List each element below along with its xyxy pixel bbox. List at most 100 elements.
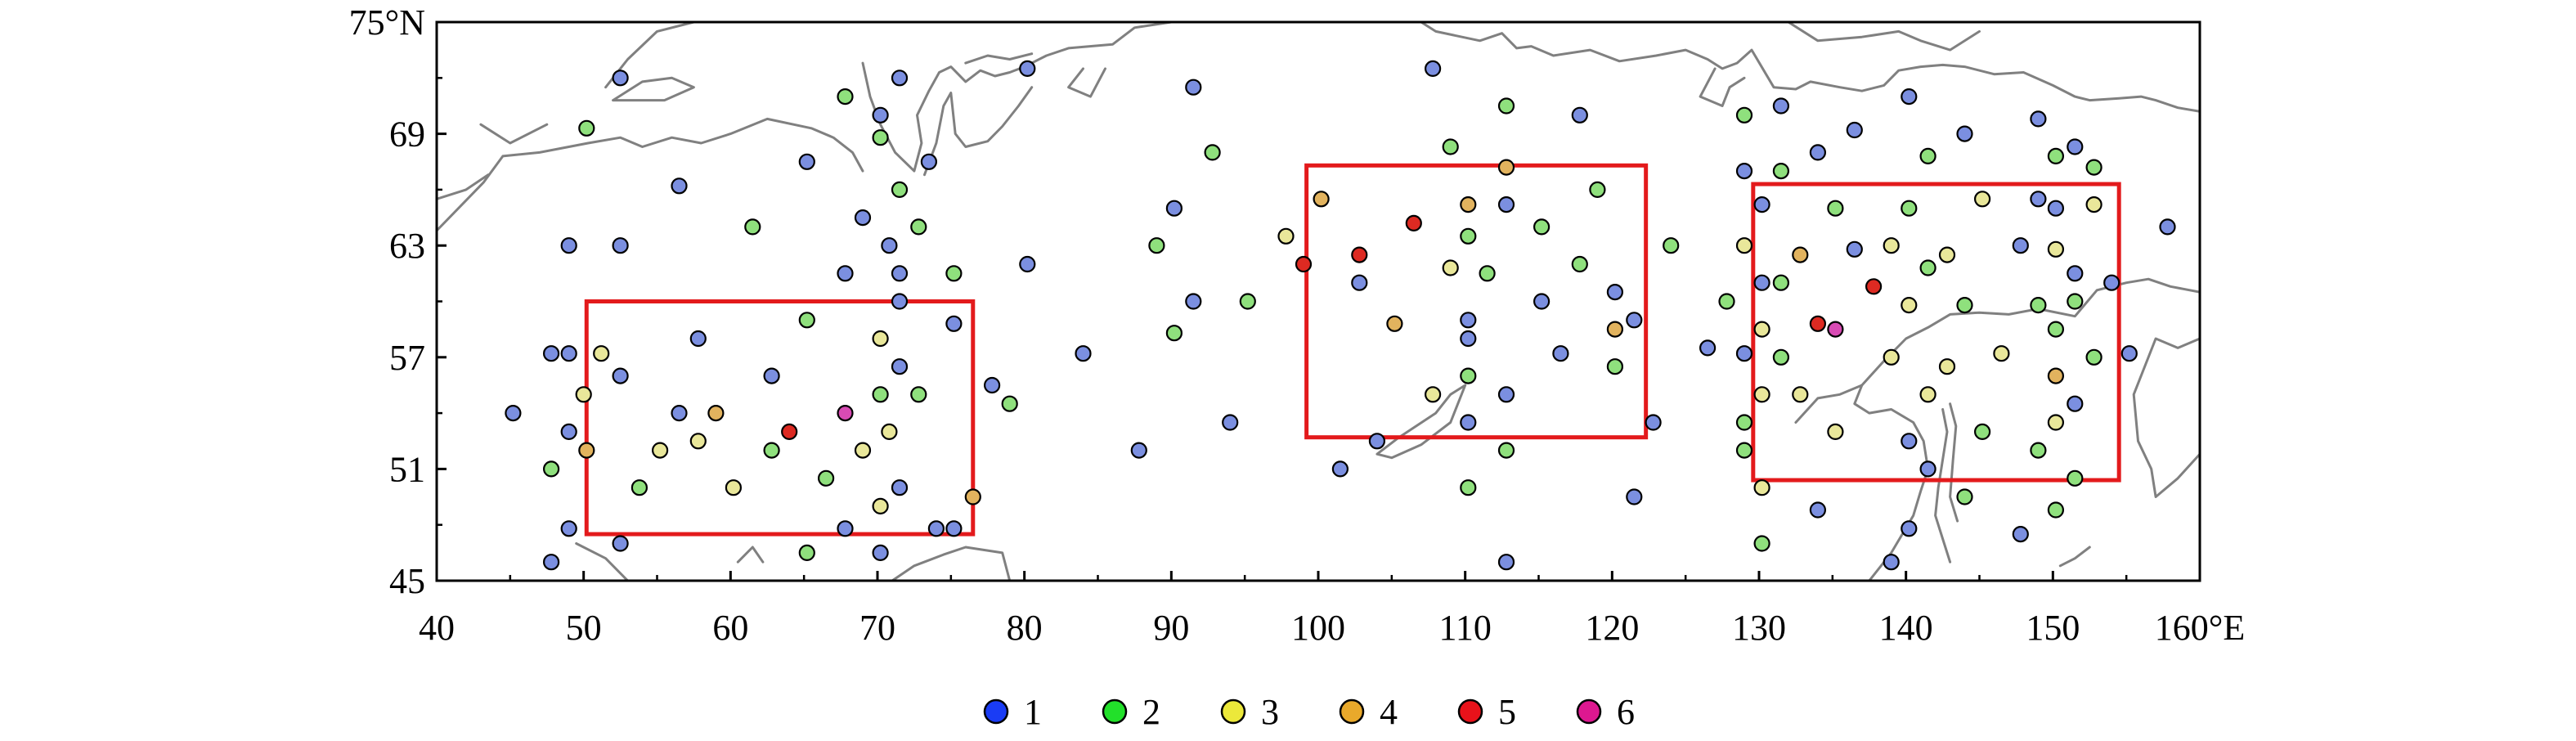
station-marker <box>1185 293 1202 310</box>
station-marker <box>1626 312 1643 329</box>
station-marker <box>505 405 522 422</box>
coastline-20 <box>736 546 765 564</box>
station-marker <box>1001 395 1018 412</box>
station-marker <box>1606 358 1624 375</box>
station-marker <box>1919 259 1936 276</box>
station-marker <box>2047 367 2064 384</box>
y-tick-label: 57 <box>389 338 425 378</box>
station-marker <box>1956 297 1973 314</box>
station-marker <box>1497 159 1515 176</box>
coastline-13 <box>2132 337 2200 498</box>
station-marker <box>1735 237 1753 254</box>
station-marker <box>744 218 761 236</box>
station-marker <box>612 237 629 254</box>
station-marker <box>1148 237 1165 254</box>
station-marker <box>1165 325 1183 342</box>
station-marker <box>1772 348 1789 366</box>
station-marker <box>1460 479 1477 496</box>
station-marker <box>872 330 889 348</box>
station-marker <box>910 218 927 236</box>
x-tick-label: 130 <box>1732 608 1786 648</box>
station-marker <box>631 479 648 496</box>
station-marker <box>945 315 963 332</box>
station-marker <box>1919 460 1936 478</box>
station-marker <box>1460 227 1477 245</box>
x-tick-label: 60 <box>712 608 748 648</box>
station-marker <box>1533 218 1551 236</box>
station-marker <box>593 345 610 362</box>
station-marker <box>872 386 889 403</box>
station-marker <box>560 520 577 537</box>
coastline-5 <box>861 22 1173 173</box>
station-marker <box>612 70 629 87</box>
station-marker <box>1753 321 1770 338</box>
station-marker <box>1386 315 1403 332</box>
station-marker <box>920 153 938 170</box>
coastline-8 <box>1067 67 1106 98</box>
station-marker <box>560 237 577 254</box>
station-marker <box>1368 433 1386 450</box>
coastline-19 <box>1376 384 1467 460</box>
legend-marker-3 <box>1220 698 1246 725</box>
station-marker <box>1204 144 1221 161</box>
x-tick-label: 50 <box>566 608 602 648</box>
coastline-15 <box>1794 384 1864 424</box>
legend-label-3: 3 <box>1261 692 1279 732</box>
station-marker <box>1405 214 1422 231</box>
station-marker <box>2067 265 2084 282</box>
coastline-1 <box>437 173 490 200</box>
station-marker <box>1901 433 1918 450</box>
station-marker <box>2047 240 2064 258</box>
y-tick-label: 69 <box>389 115 425 155</box>
station-marker <box>1718 293 1735 310</box>
station-marker <box>2067 293 2084 310</box>
legend-marker-6 <box>1576 698 1602 725</box>
y-tick-label: 51 <box>389 449 425 489</box>
station-marker <box>872 544 889 562</box>
station-marker <box>2030 442 2047 459</box>
station-marker <box>1571 106 1588 124</box>
station-marker <box>798 544 815 562</box>
station-marker <box>1699 339 1717 357</box>
station-marker <box>651 442 669 459</box>
station-marker <box>1753 274 1770 291</box>
station-marker <box>781 423 798 441</box>
region-box-3 <box>1751 182 2121 483</box>
station-marker <box>1827 423 1844 441</box>
station-marker <box>1919 147 1936 164</box>
station-marker <box>1075 345 1092 362</box>
station-marker <box>837 405 854 422</box>
coastline-17 <box>1949 402 1959 523</box>
station-marker <box>1239 293 1256 310</box>
station-marker <box>1497 386 1515 403</box>
station-marker <box>872 106 889 124</box>
station-marker <box>872 497 889 515</box>
station-marker <box>891 181 909 198</box>
x-tick-label: 120 <box>1585 608 1639 648</box>
station-marker <box>2047 501 2064 519</box>
station-marker <box>1735 345 1753 362</box>
station-marker <box>575 386 592 403</box>
station-marker <box>1993 345 2010 362</box>
station-marker <box>891 70 909 87</box>
station-marker <box>1901 88 1918 106</box>
station-marker <box>798 153 815 170</box>
station-marker <box>2047 200 2064 217</box>
station-marker <box>1883 554 1900 571</box>
station-marker <box>1589 181 1606 198</box>
station-marker <box>560 423 577 441</box>
legend-marker-4 <box>1339 698 1365 725</box>
station-marker <box>1735 442 1753 459</box>
station-marker <box>1185 79 1202 96</box>
station-marker <box>725 479 743 496</box>
region-box-1 <box>584 299 976 537</box>
x-tick-label: 100 <box>1291 608 1345 648</box>
station-marker <box>1974 191 1991 208</box>
station-marker <box>1901 297 1918 314</box>
station-marker <box>2030 191 2047 208</box>
coastline-22 <box>575 542 630 581</box>
station-marker <box>891 293 909 310</box>
region-box-2 <box>1304 163 1649 440</box>
x-tick-label: 90 <box>1153 608 1189 648</box>
station-marker <box>964 488 981 505</box>
